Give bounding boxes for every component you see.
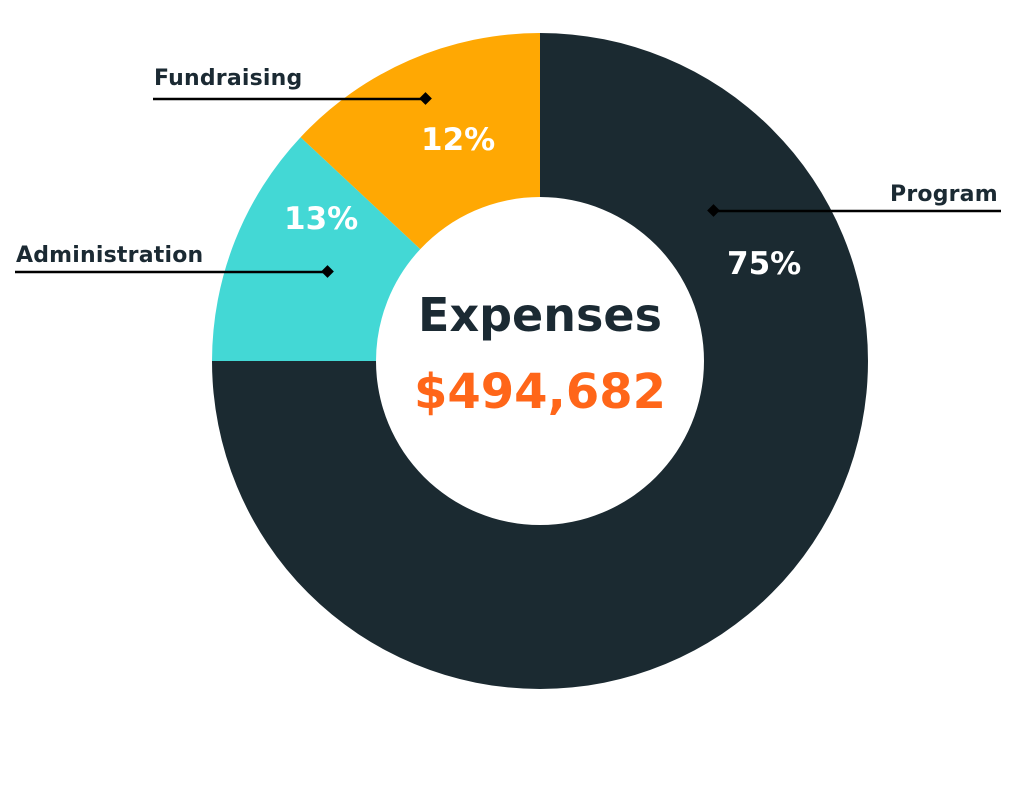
slice-program[interactable] (212, 33, 868, 689)
pct-program: 75% (727, 246, 802, 282)
pct-fundraising: 12% (421, 122, 496, 158)
label-fundraising: Fundraising (154, 66, 303, 91)
pct-administration: 13% (284, 201, 359, 237)
slice-administration[interactable] (212, 137, 421, 361)
label-program: Program (890, 182, 998, 207)
slice-fundraising[interactable] (300, 33, 540, 250)
label-administration: Administration (16, 243, 204, 268)
callout-line-fundraising (153, 92, 432, 105)
callout-line-administration (15, 265, 334, 278)
center-title: Expenses (418, 288, 662, 342)
center-total-value: $494,682 (413, 364, 667, 420)
